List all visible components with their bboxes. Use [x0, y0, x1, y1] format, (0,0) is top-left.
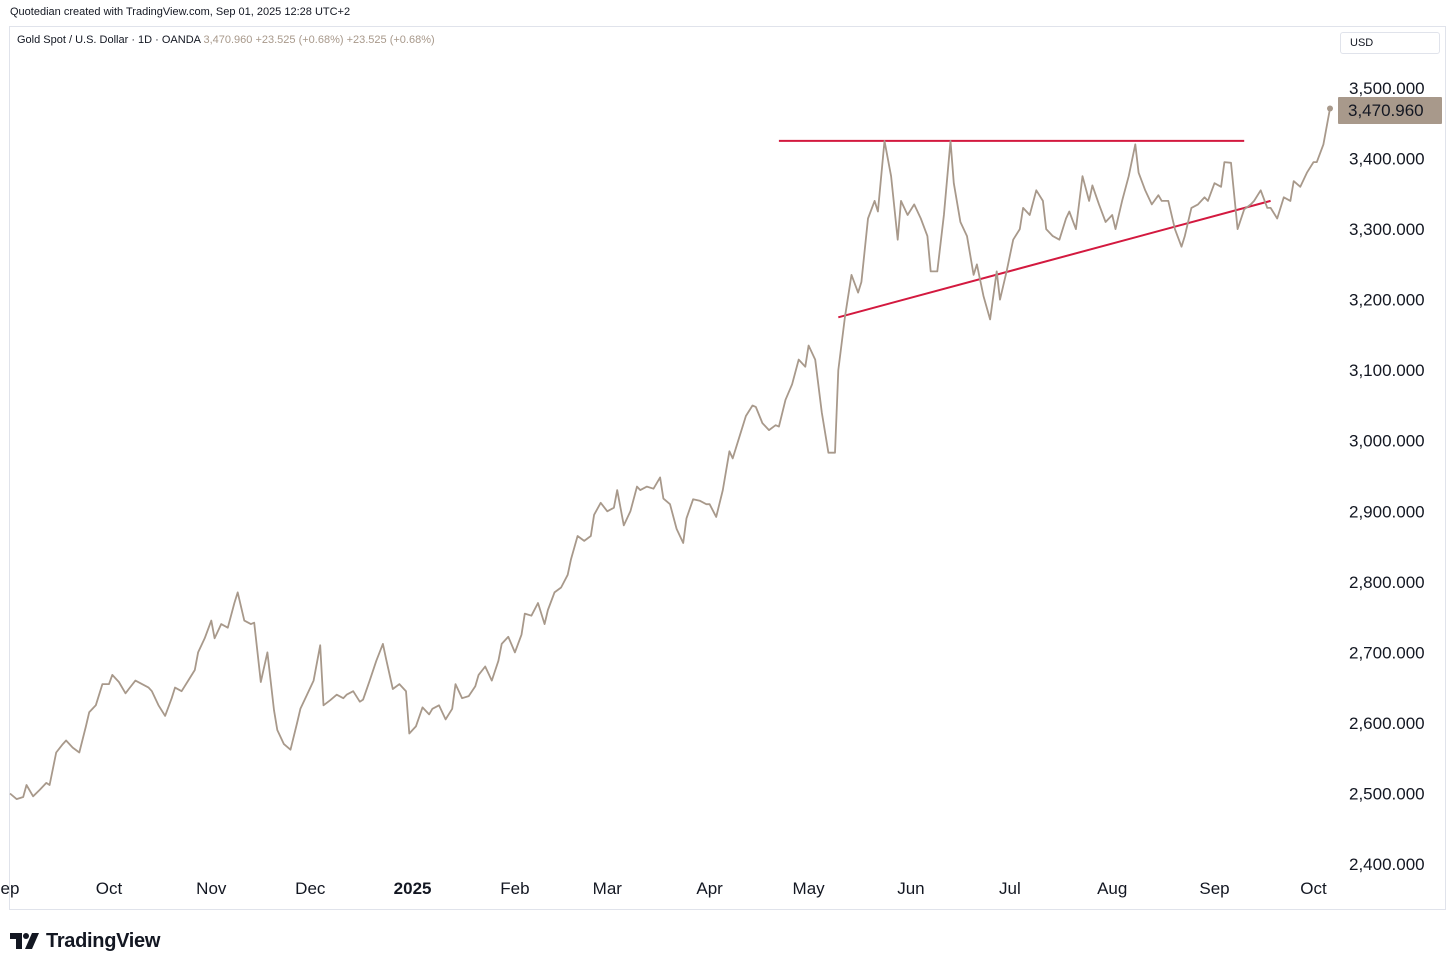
- price-badge: 3,470.960: [1338, 97, 1442, 124]
- x-tick-label: Nov: [196, 879, 227, 898]
- y-tick-label: 3,000.000: [1349, 432, 1425, 451]
- price-badge-label: 3,470.960: [1348, 101, 1424, 120]
- y-tick-label: 3,200.000: [1349, 291, 1425, 310]
- chart-caption: Quotedian created with TradingView.com, …: [10, 6, 351, 18]
- x-tick-label: Mar: [593, 879, 623, 898]
- x-tick-label: Aug: [1097, 879, 1127, 898]
- trendline-support[interactable]: [838, 199, 1271, 319]
- x-tick-label: Sep: [1199, 879, 1229, 898]
- series-line-gold: [9, 108, 1331, 800]
- x-tick-label: Jul: [999, 879, 1021, 898]
- symbol-legend[interactable]: Gold Spot / U.S. Dollar · 1D · OANDA 3,4…: [17, 34, 435, 46]
- y-tick-label: 3,100.000: [1349, 361, 1425, 380]
- change-value: +23.525 (+0.68%): [255, 34, 344, 46]
- x-axis[interactable]: ep Oct Nov Dec 2025 Feb Mar Apr May Jun Jul Aug Sep O…: [1, 879, 1327, 898]
- y-tick-label: 2,600.000: [1349, 714, 1425, 733]
- y-tick-label: 2,500.000: [1349, 785, 1425, 804]
- chart-frame: [9, 26, 1446, 910]
- y-tick-label: 3,300.000: [1349, 220, 1425, 239]
- tradingview-logo-icon: [10, 933, 39, 949]
- change-value-2: +23.525 (+0.68%): [346, 34, 435, 46]
- trendlines: [778, 139, 1271, 319]
- x-tick-label: ep: [1, 879, 20, 898]
- y-tick-label: 3,500.000: [1349, 79, 1425, 98]
- x-tick-label: Apr: [696, 879, 723, 898]
- y-tick-label: 2,800.000: [1349, 573, 1425, 592]
- x-tick-label: 2025: [394, 879, 432, 898]
- y-tick-label: 2,900.000: [1349, 502, 1425, 521]
- y-tick-label: 2,400.000: [1349, 855, 1425, 874]
- x-tick-label: Jun: [897, 879, 924, 898]
- x-tick-label: Oct: [96, 879, 123, 898]
- symbol-name: Gold Spot / U.S. Dollar · 1D · OANDA: [17, 34, 201, 46]
- y-axis[interactable]: 2,400.000 2,500.000 2,600.000 2,700.000 2,80…: [1349, 79, 1425, 874]
- price-badge-bg: [1338, 97, 1442, 124]
- y-tick-label: 3,400.000: [1349, 150, 1425, 169]
- last-price: 3,470.960: [203, 34, 253, 46]
- x-tick-label: Dec: [295, 879, 326, 898]
- y-tick-label: 2,700.000: [1349, 643, 1425, 662]
- currency-button[interactable]: USD: [1340, 32, 1440, 54]
- tradingview-logo[interactable]: TradingView: [10, 928, 160, 954]
- x-tick-label: Oct: [1300, 879, 1327, 898]
- last-price-dot: [1327, 105, 1333, 112]
- x-tick-label: May: [793, 879, 826, 898]
- x-tick-label: Feb: [500, 879, 529, 898]
- brand-name: TradingView: [46, 929, 161, 952]
